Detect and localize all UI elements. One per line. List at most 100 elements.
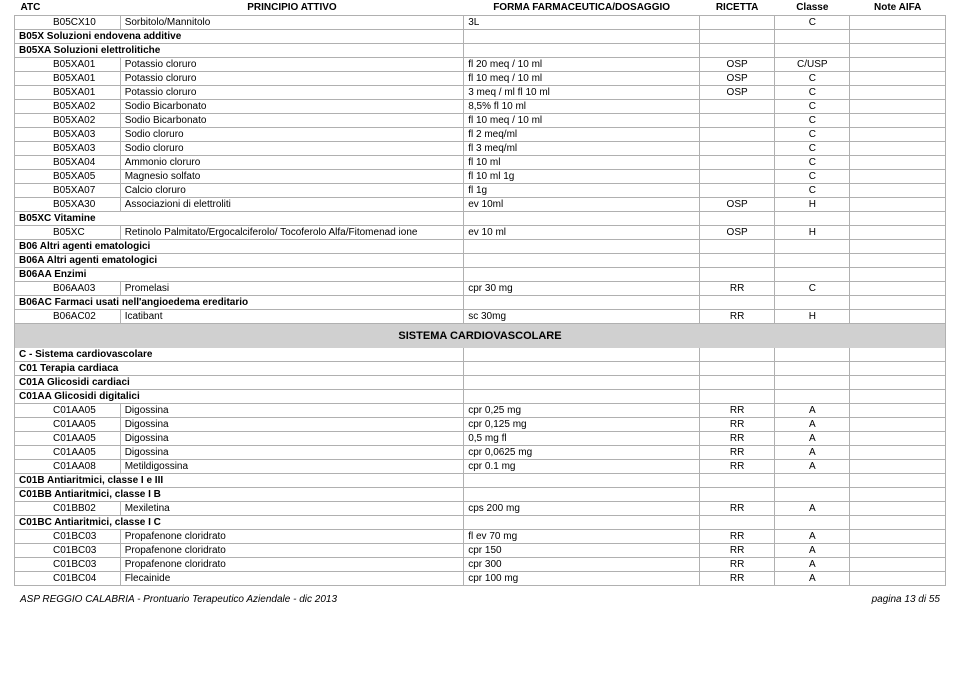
cell-principio: Digossina: [120, 446, 464, 460]
empty-cell: [850, 376, 946, 390]
cell-forma: 8,5% fl 10 ml: [464, 100, 700, 114]
cell-forma: sc 30mg: [464, 310, 700, 324]
cell-forma: cps 200 mg: [464, 502, 700, 516]
empty-cell: [850, 348, 946, 362]
cell-forma: fl 10 ml: [464, 156, 700, 170]
group-label: B06A Altri agenti ematologici: [15, 254, 464, 268]
cell-classe: H: [775, 226, 850, 240]
cell-forma: fl ev 70 mg: [464, 530, 700, 544]
cell-note: [850, 184, 946, 198]
empty-cell: [700, 254, 775, 268]
empty-cell: [700, 362, 775, 376]
cell-ricetta: [700, 170, 775, 184]
group-label: C01BC Antiaritmici, classe I C: [15, 516, 464, 530]
table-header-row: ATC PRINCIPIO ATTIVO FORMA FARMACEUTICA/…: [15, 0, 946, 16]
cell-atc: C01AA05: [15, 418, 121, 432]
data-row: B05XA03Sodio clorurofl 3 meq/mlC: [15, 142, 946, 156]
cell-note: [850, 404, 946, 418]
cell-atc: B05XA03: [15, 128, 121, 142]
empty-cell: [464, 516, 700, 530]
cell-note: [850, 446, 946, 460]
cell-atc: C01BC03: [15, 544, 121, 558]
cell-classe: C: [775, 156, 850, 170]
cell-note: [850, 16, 946, 30]
empty-cell: [700, 474, 775, 488]
cell-principio: Promelasi: [120, 282, 464, 296]
empty-cell: [464, 254, 700, 268]
cell-principio: Sodio Bicarbonato: [120, 114, 464, 128]
cell-principio: Digossina: [120, 432, 464, 446]
empty-cell: [775, 362, 850, 376]
group-label: C01A Glicosidi cardiaci: [15, 376, 464, 390]
cell-forma: fl 1g: [464, 184, 700, 198]
cell-principio: Magnesio solfato: [120, 170, 464, 184]
cell-forma: cpr 0.1 mg: [464, 460, 700, 474]
cell-atc: B05XA02: [15, 100, 121, 114]
cell-forma: 0,5 mg fl: [464, 432, 700, 446]
group-label: B05X Soluzioni endovena additive: [15, 30, 464, 44]
cell-principio: Sodio cloruro: [120, 128, 464, 142]
cell-atc: C01BB02: [15, 502, 121, 516]
cell-ricetta: [700, 16, 775, 30]
cell-note: [850, 558, 946, 572]
empty-cell: [464, 240, 700, 254]
data-row: C01AA05Digossinacpr 0,0625 mgRRA: [15, 446, 946, 460]
empty-cell: [775, 488, 850, 502]
data-row: B05XA07Calcio clorurofl 1gC: [15, 184, 946, 198]
group-label: C01B Antiaritmici, classe I e III: [15, 474, 464, 488]
cell-note: [850, 544, 946, 558]
cell-principio: Sodio Bicarbonato: [120, 100, 464, 114]
empty-cell: [464, 296, 700, 310]
cell-atc: B06AC02: [15, 310, 121, 324]
col-forma: FORMA FARMACEUTICA/DOSAGGIO: [464, 0, 700, 16]
cell-principio: Icatibant: [120, 310, 464, 324]
data-row: C01AA05Digossinacpr 0,25 mgRRA: [15, 404, 946, 418]
group-label: C01 Terapia cardiaca: [15, 362, 464, 376]
group-label: B06 Altri agenti ematologici: [15, 240, 464, 254]
cell-atc: C01BC03: [15, 558, 121, 572]
group-row: B05X Soluzioni endovena additive: [15, 30, 946, 44]
empty-cell: [464, 362, 700, 376]
data-row: C01AA05Digossinacpr 0,125 mgRRA: [15, 418, 946, 432]
data-row: B06AA03Promelasicpr 30 mgRRC: [15, 282, 946, 296]
cell-ricetta: RR: [700, 310, 775, 324]
cell-note: [850, 432, 946, 446]
cell-note: [850, 198, 946, 212]
cell-ricetta: RR: [700, 502, 775, 516]
cell-principio: Flecainide: [120, 572, 464, 586]
col-atc: ATC: [15, 0, 121, 16]
empty-cell: [850, 254, 946, 268]
cell-forma: fl 10 meq / 10 ml: [464, 114, 700, 128]
cell-principio: Associazioni di elettroliti: [120, 198, 464, 212]
group-label: C01AA Glicosidi digitalici: [15, 390, 464, 404]
data-row: B05XA05Magnesio solfatofl 10 ml 1gC: [15, 170, 946, 184]
col-ricetta: RICETTA: [700, 0, 775, 16]
empty-cell: [700, 390, 775, 404]
data-row: C01BC03Propafenone cloridratocpr 150RRA: [15, 544, 946, 558]
empty-cell: [700, 516, 775, 530]
empty-cell: [850, 296, 946, 310]
empty-cell: [850, 240, 946, 254]
cell-note: [850, 142, 946, 156]
cell-classe: A: [775, 502, 850, 516]
cell-principio: Propafenone cloridrato: [120, 558, 464, 572]
empty-cell: [775, 268, 850, 282]
empty-cell: [700, 268, 775, 282]
cell-forma: fl 10 ml 1g: [464, 170, 700, 184]
empty-cell: [850, 474, 946, 488]
empty-cell: [775, 348, 850, 362]
data-row: B05XA01Potassio clorurofl 20 meq / 10 ml…: [15, 58, 946, 72]
cell-note: [850, 100, 946, 114]
cell-note: [850, 282, 946, 296]
empty-cell: [850, 44, 946, 58]
group-label: C - Sistema cardiovascolare: [15, 348, 464, 362]
empty-cell: [775, 30, 850, 44]
empty-cell: [464, 348, 700, 362]
cell-ricetta: RR: [700, 544, 775, 558]
cell-classe: C: [775, 170, 850, 184]
cell-forma: cpr 0,0625 mg: [464, 446, 700, 460]
cell-forma: fl 2 meq/ml: [464, 128, 700, 142]
empty-cell: [700, 296, 775, 310]
data-row: B05XA30Associazioni di elettrolitiev 10m…: [15, 198, 946, 212]
cell-principio: Retinolo Palmitato/Ergocalciferolo/ Toco…: [120, 226, 464, 240]
